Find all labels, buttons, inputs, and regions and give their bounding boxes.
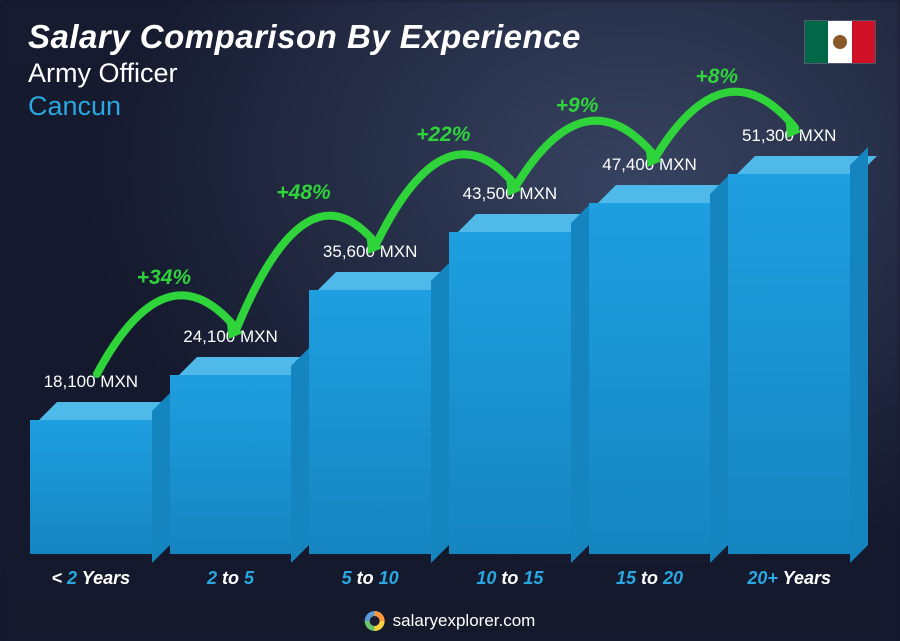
bar-value-label: 43,500 MXN <box>463 184 558 204</box>
location: Cancun <box>28 91 581 122</box>
page-title: Salary Comparison By Experience <box>28 18 581 56</box>
bar <box>449 214 571 554</box>
bar-column: 24,100 MXN 2 to 5 <box>170 327 292 589</box>
growth-label: +48% <box>276 181 330 205</box>
x-axis-label: 15 to 20 <box>616 568 683 589</box>
growth-label: +22% <box>416 123 470 147</box>
flag-stripe-left <box>805 21 828 63</box>
x-axis-label: 5 to 10 <box>342 568 399 589</box>
growth-label: +34% <box>137 266 191 290</box>
x-axis-label: 20+ Years <box>747 568 831 589</box>
bar-value-label: 18,100 MXN <box>44 372 139 392</box>
x-axis-label: 10 to 15 <box>476 568 543 589</box>
bar <box>309 272 431 554</box>
bar-column: 18,100 MXN < 2 Years <box>30 372 152 589</box>
bar <box>30 402 152 554</box>
bar <box>728 156 850 554</box>
bar <box>589 185 711 554</box>
site-logo-icon <box>365 611 385 631</box>
bar-value-label: 35,600 MXN <box>323 242 418 262</box>
bar-column: 43,500 MXN 10 to 15 <box>449 184 571 589</box>
bar-chart: 18,100 MXN < 2 Years 24,100 MXN 2 to 5 35,60… <box>30 119 850 589</box>
flag-stripe-mid <box>828 21 851 63</box>
bar-value-label: 51,300 MXN <box>742 126 837 146</box>
flag-stripe-right <box>852 21 875 63</box>
header: Salary Comparison By Experience Army Off… <box>28 18 581 122</box>
bar-value-label: 47,400 MXN <box>602 155 697 175</box>
x-axis-label: 2 to 5 <box>207 568 254 589</box>
site-name: salaryexplorer.com <box>393 611 536 631</box>
bar-column: 51,300 MXN 20+ Years <box>728 126 850 589</box>
bar <box>170 357 292 554</box>
footer: salaryexplorer.com <box>365 611 536 631</box>
bar-column: 47,400 MXN 15 to 20 <box>589 155 711 589</box>
bar-column: 35,600 MXN 5 to 10 <box>309 242 431 589</box>
country-flag <box>804 20 876 64</box>
bar-value-label: 24,100 MXN <box>183 327 278 347</box>
subtitle: Army Officer <box>28 58 581 89</box>
x-axis-label: < 2 Years <box>52 568 131 589</box>
